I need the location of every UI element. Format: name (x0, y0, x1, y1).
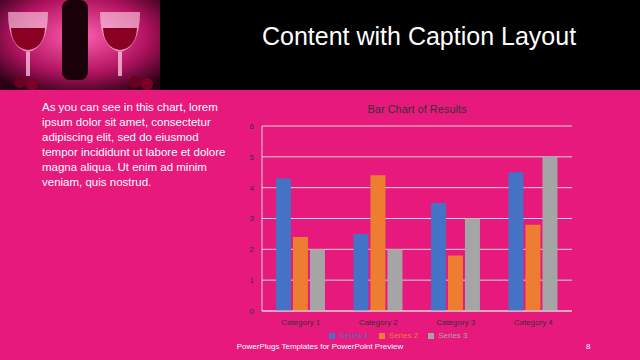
html-text:Series 1: Series 1 (339, 331, 369, 340)
svg-text:0: 0 (250, 307, 255, 316)
html-text:PowerPlugs Templates for Power: PowerPlugs Templates for PowerPoint Prev… (236, 342, 404, 351)
svg-text:3: 3 (250, 214, 255, 223)
html-text:As you can see in this chart,: As you can see in this chart, lorem ipsu… (42, 101, 226, 188)
svg-text:6: 6 (250, 122, 255, 131)
svg-text:4: 4 (250, 184, 255, 193)
html-text:Content with Caption Layout: Content with Caption Layout (262, 22, 577, 50)
html-text:8: 8 (586, 342, 591, 351)
svg-text:Category 2: Category 2 (359, 318, 399, 327)
svg-text:Category 1: Category 1 (281, 318, 321, 327)
svg-text:2: 2 (250, 245, 255, 254)
html-text:Series 3: Series 3 (438, 331, 468, 340)
svg-text:Category 3: Category 3 (436, 318, 476, 327)
svg-text:5: 5 (250, 153, 255, 162)
html-text:Bar Chart of Results: Bar Chart of Results (367, 103, 467, 115)
svg-text:1: 1 (250, 276, 255, 285)
svg-text:Category 4: Category 4 (514, 318, 554, 327)
html-text:Series 2: Series 2 (388, 331, 419, 340)
